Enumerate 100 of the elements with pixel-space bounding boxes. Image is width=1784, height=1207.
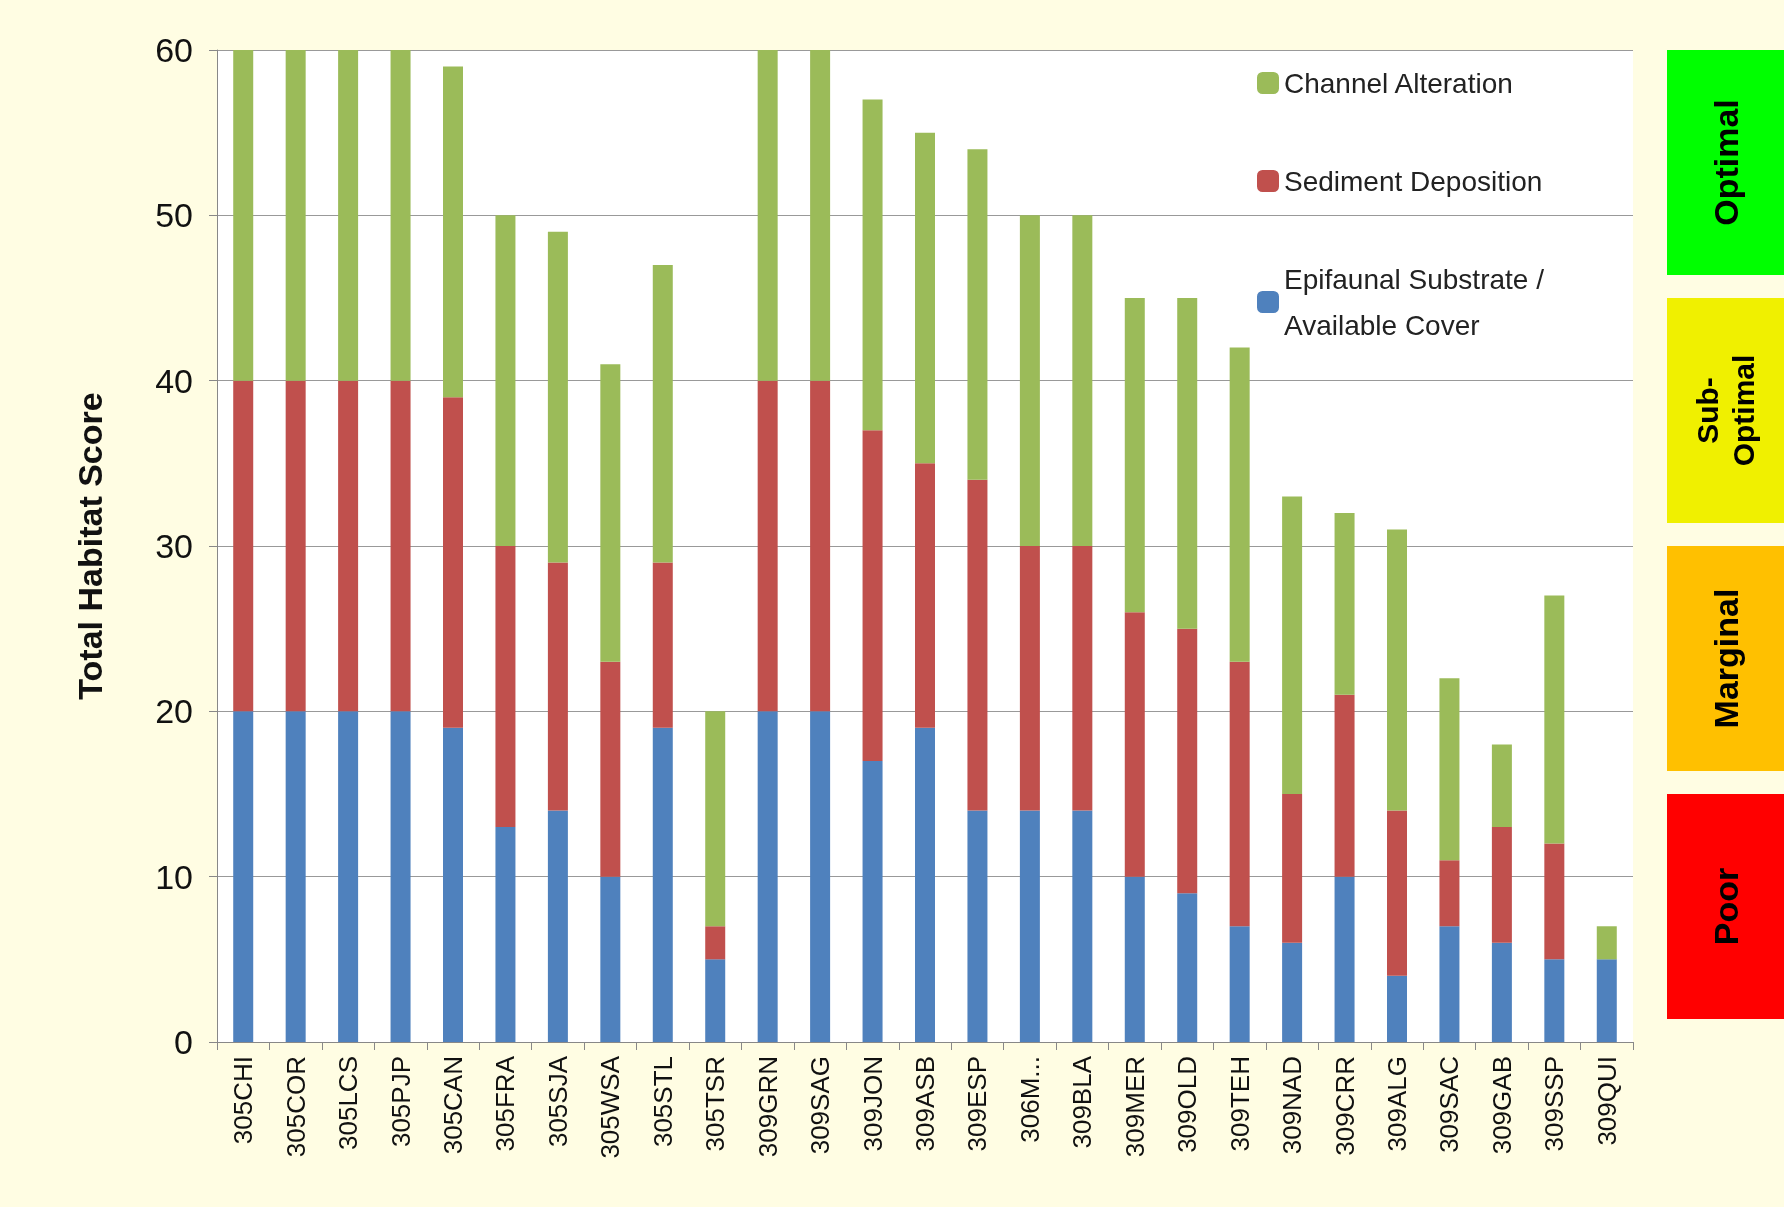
bar: [1491, 827, 1512, 943]
bar: [1544, 595, 1565, 844]
bar: [1387, 529, 1407, 811]
bar: [600, 364, 621, 662]
y-tick-label: 30: [155, 527, 193, 565]
bar: [1177, 628, 1198, 894]
bar: [1124, 298, 1145, 613]
bar: [390, 380, 411, 712]
legend-label: Sediment Deposition: [1284, 165, 1543, 197]
bar: [967, 810, 988, 1042]
y-tick-label: 50: [155, 196, 193, 235]
bar: [338, 711, 359, 1042]
bar: [600, 661, 621, 877]
bar: [862, 99, 883, 431]
x-tick-label: 309NAD: [1277, 1056, 1308, 1155]
bar: [1229, 347, 1250, 662]
bar: [1177, 893, 1198, 1042]
x-tick-label: 309BLA: [1067, 1055, 1098, 1149]
bar: [390, 711, 411, 1042]
x-tick-label: 306M...: [1014, 1056, 1045, 1143]
bar: [600, 876, 621, 1042]
bar: [1334, 512, 1355, 695]
bar: [1491, 942, 1512, 1042]
bar: [443, 66, 463, 398]
bar: [1596, 959, 1617, 1042]
x-tick-label: 309SAG: [805, 1056, 836, 1155]
text: Sub-Optimal: [1691, 354, 1760, 467]
bar: [652, 727, 673, 1042]
bar: [1072, 546, 1093, 811]
x-tick-label: 309SSP: [1539, 1056, 1570, 1152]
bar: [810, 380, 831, 712]
bar: [285, 50, 306, 381]
bar: [1019, 546, 1040, 811]
x-tick-label: 305STL: [647, 1056, 678, 1148]
x-tick-label: 305COR: [280, 1056, 311, 1158]
bar: [915, 727, 935, 1042]
bar: [757, 380, 778, 712]
bar: [1544, 959, 1565, 1042]
y-tick-label: 40: [155, 361, 193, 400]
bar: [1072, 215, 1093, 546]
x-tick-label: 309ESP: [962, 1056, 993, 1152]
x-tick-label: 305PJP: [385, 1056, 416, 1148]
y-axis-title: Total Habitat Score: [71, 392, 109, 700]
bar: [652, 264, 673, 563]
bar: [1072, 810, 1093, 1042]
bar: [1334, 694, 1355, 877]
bar: [1334, 876, 1355, 1042]
bar: [547, 810, 568, 1042]
bar: [1439, 860, 1460, 927]
bar: [967, 149, 988, 480]
bar: [495, 215, 516, 546]
x-tick-label: 309ASB: [910, 1056, 940, 1152]
text: Marginal: [1706, 588, 1745, 729]
x-tick-label: 309QUI: [1591, 1056, 1622, 1146]
bar: [1282, 496, 1303, 794]
bar: [1282, 942, 1303, 1042]
bar: [915, 463, 935, 728]
bar: [1177, 298, 1198, 629]
x-tick-label: 305SJA: [542, 1055, 573, 1148]
bar: [757, 50, 778, 381]
bar: [495, 827, 516, 1042]
bar: [1387, 810, 1407, 976]
x-tick-label: 305WSA: [595, 1055, 626, 1159]
bar: [915, 132, 935, 464]
bar: [338, 50, 359, 381]
x-tick-label: 305LCS: [333, 1056, 364, 1150]
bar: [1439, 678, 1460, 861]
text: Optimal: [1706, 99, 1745, 226]
y-tick-label: 60: [155, 31, 193, 69]
legend-label: Epifaunal Substrate / Available Cover: [1284, 263, 1552, 341]
bar: [1229, 926, 1250, 1042]
bar: [1387, 975, 1407, 1042]
y-tick-label: 0: [174, 1023, 193, 1061]
bar: [862, 430, 883, 761]
bar: [652, 562, 673, 728]
x-tick-label: 305CAN: [438, 1056, 468, 1155]
x-tick-label: 305TSR: [700, 1056, 731, 1152]
text: Poor: [1706, 867, 1745, 946]
x-tick-label: 305FRA: [490, 1055, 521, 1152]
x-tick-label: 309GAB: [1486, 1056, 1517, 1155]
bar: [705, 926, 726, 960]
bar: [233, 380, 254, 712]
x-tick-label: 309SAC: [1434, 1056, 1465, 1153]
bar: [233, 50, 254, 381]
bar: [1229, 661, 1250, 927]
y-tick-label: 10: [155, 857, 193, 896]
bar: [862, 760, 883, 1042]
bar: [1124, 612, 1145, 877]
bar: [1124, 876, 1145, 1042]
x-tick-label: 305CHI: [228, 1056, 259, 1145]
x-tick-label: 309JON: [857, 1056, 888, 1152]
bar: [705, 959, 726, 1042]
legend-label: Channel Alteration: [1284, 67, 1513, 99]
x-tick-label: 309CRR: [1329, 1056, 1360, 1156]
bar: [810, 711, 831, 1042]
bar: [1544, 843, 1565, 960]
bar: [1439, 926, 1460, 1042]
bar: [1019, 215, 1040, 546]
bar: [338, 380, 359, 712]
bar: [1282, 794, 1303, 943]
